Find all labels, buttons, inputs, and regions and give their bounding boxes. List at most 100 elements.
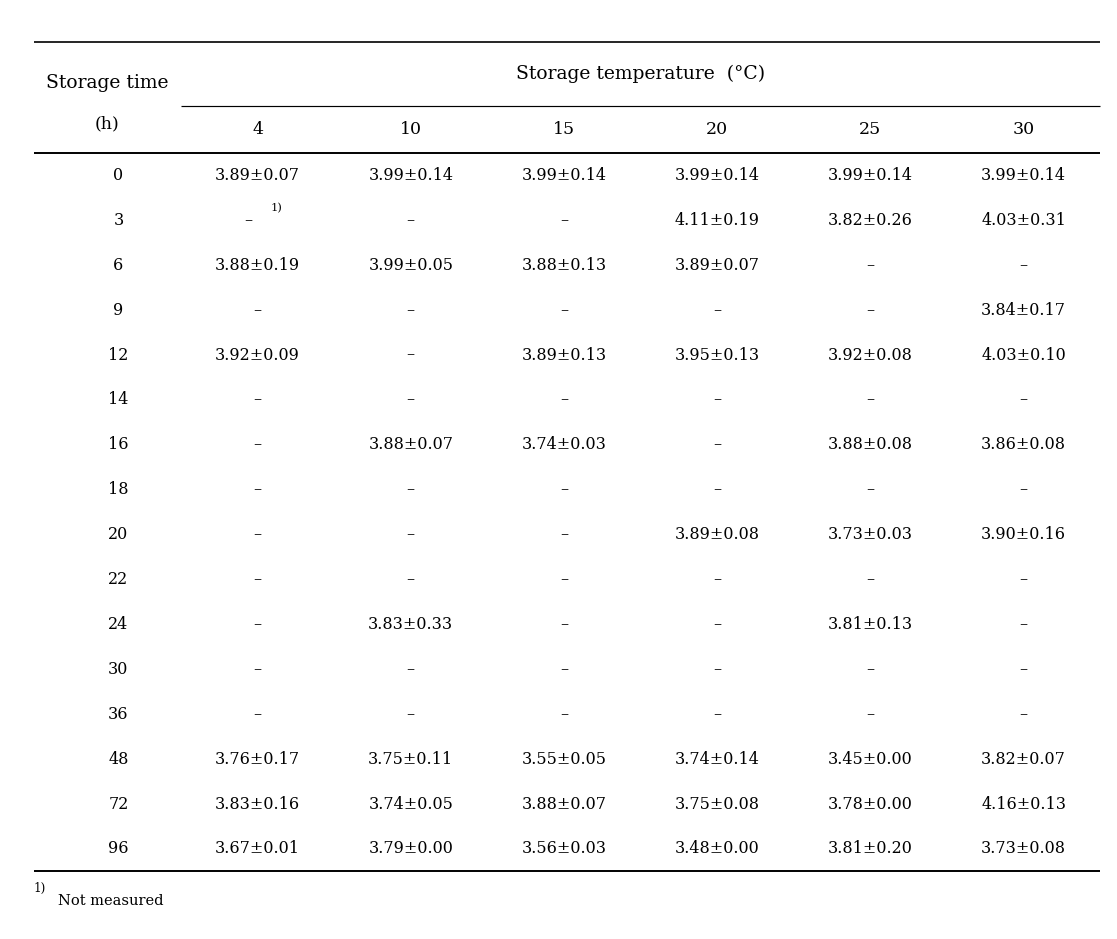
Text: 1): 1) xyxy=(34,882,46,895)
Text: –: – xyxy=(713,661,722,678)
Text: 3.48±0.00: 3.48±0.00 xyxy=(675,840,760,857)
Text: 3.74±0.14: 3.74±0.14 xyxy=(675,750,760,768)
Text: 3.99±0.14: 3.99±0.14 xyxy=(828,167,913,184)
Text: –: – xyxy=(713,706,722,723)
Text: –: – xyxy=(560,392,569,408)
Text: –: – xyxy=(1020,616,1028,633)
Text: 3.74±0.05: 3.74±0.05 xyxy=(369,795,454,812)
Text: 18: 18 xyxy=(108,482,128,499)
Text: 30: 30 xyxy=(1013,121,1034,138)
Text: 3.88±0.19: 3.88±0.19 xyxy=(214,256,300,274)
Text: –: – xyxy=(1020,256,1028,274)
Text: Not measured: Not measured xyxy=(58,895,163,908)
Text: 4.03±0.10: 4.03±0.10 xyxy=(981,346,1066,363)
Text: 3.99±0.14: 3.99±0.14 xyxy=(369,167,454,184)
Text: 4: 4 xyxy=(252,121,264,138)
Text: –: – xyxy=(713,437,722,454)
Text: –: – xyxy=(245,212,252,229)
Text: –: – xyxy=(867,706,875,723)
Text: 3.99±0.14: 3.99±0.14 xyxy=(675,167,760,184)
Text: –: – xyxy=(407,392,414,408)
Text: 3.89±0.07: 3.89±0.07 xyxy=(216,167,300,184)
Text: –: – xyxy=(560,212,569,229)
Text: 3.99±0.14: 3.99±0.14 xyxy=(522,167,607,184)
Text: 6: 6 xyxy=(113,256,124,274)
Text: –: – xyxy=(254,526,261,543)
Text: –: – xyxy=(713,301,722,318)
Text: Storage time: Storage time xyxy=(46,73,169,92)
Text: 72: 72 xyxy=(108,795,128,812)
Text: 3.88±0.07: 3.88±0.07 xyxy=(369,437,454,454)
Text: –: – xyxy=(254,301,261,318)
Text: 3.82±0.07: 3.82±0.07 xyxy=(981,750,1066,768)
Text: –: – xyxy=(560,526,569,543)
Text: –: – xyxy=(1020,392,1028,408)
Text: 16: 16 xyxy=(108,437,128,454)
Text: 20: 20 xyxy=(108,526,128,543)
Text: 3.79±0.00: 3.79±0.00 xyxy=(369,840,454,857)
Text: 22: 22 xyxy=(108,571,128,588)
Text: –: – xyxy=(407,482,414,499)
Text: 3.81±0.20: 3.81±0.20 xyxy=(828,840,913,857)
Text: 3.90±0.16: 3.90±0.16 xyxy=(981,526,1066,543)
Text: 3.45±0.00: 3.45±0.00 xyxy=(828,750,913,768)
Text: –: – xyxy=(867,392,875,408)
Text: 36: 36 xyxy=(108,706,128,723)
Text: 4.11±0.19: 4.11±0.19 xyxy=(675,212,760,229)
Text: 10: 10 xyxy=(400,121,422,138)
Text: 3: 3 xyxy=(113,212,124,229)
Text: 24: 24 xyxy=(108,616,128,633)
Text: 3.92±0.08: 3.92±0.08 xyxy=(828,346,913,363)
Text: 3.78±0.00: 3.78±0.00 xyxy=(828,795,913,812)
Text: 3.82±0.26: 3.82±0.26 xyxy=(828,212,913,229)
Text: 3.73±0.03: 3.73±0.03 xyxy=(828,526,913,543)
Text: 4.03±0.31: 4.03±0.31 xyxy=(981,212,1066,229)
Text: –: – xyxy=(560,661,569,678)
Text: 3.88±0.13: 3.88±0.13 xyxy=(522,256,607,274)
Text: –: – xyxy=(407,346,414,363)
Text: 9: 9 xyxy=(113,301,124,318)
Text: 3.83±0.33: 3.83±0.33 xyxy=(369,616,454,633)
Text: –: – xyxy=(407,212,414,229)
Text: –: – xyxy=(254,392,261,408)
Text: (h): (h) xyxy=(95,115,120,132)
Text: 1): 1) xyxy=(271,203,283,213)
Text: –: – xyxy=(254,437,261,454)
Text: 20: 20 xyxy=(706,121,728,138)
Text: 3.81±0.13: 3.81±0.13 xyxy=(828,616,913,633)
Text: 25: 25 xyxy=(859,121,881,138)
Text: 15: 15 xyxy=(553,121,575,138)
Text: 12: 12 xyxy=(108,346,128,363)
Text: –: – xyxy=(713,482,722,499)
Text: 3.74±0.03: 3.74±0.03 xyxy=(522,437,607,454)
Text: 3.92±0.09: 3.92±0.09 xyxy=(216,346,300,363)
Text: –: – xyxy=(254,571,261,588)
Text: –: – xyxy=(1020,571,1028,588)
Text: –: – xyxy=(867,256,875,274)
Text: –: – xyxy=(254,482,261,499)
Text: 3.89±0.08: 3.89±0.08 xyxy=(675,526,760,543)
Text: 96: 96 xyxy=(108,840,128,857)
Text: 3.88±0.07: 3.88±0.07 xyxy=(522,795,607,812)
Text: –: – xyxy=(254,661,261,678)
Text: –: – xyxy=(713,616,722,633)
Text: –: – xyxy=(254,706,261,723)
Text: 3.83±0.16: 3.83±0.16 xyxy=(214,795,300,812)
Text: 3.75±0.11: 3.75±0.11 xyxy=(369,750,454,768)
Text: 3.88±0.08: 3.88±0.08 xyxy=(828,437,913,454)
Text: 0: 0 xyxy=(113,167,124,184)
Text: –: – xyxy=(713,392,722,408)
Text: –: – xyxy=(867,661,875,678)
Text: –: – xyxy=(407,571,414,588)
Text: –: – xyxy=(867,482,875,499)
Text: –: – xyxy=(1020,661,1028,678)
Text: 3.99±0.14: 3.99±0.14 xyxy=(981,167,1066,184)
Text: 4.16±0.13: 4.16±0.13 xyxy=(981,795,1066,812)
Text: 3.73±0.08: 3.73±0.08 xyxy=(981,840,1066,857)
Text: –: – xyxy=(560,482,569,499)
Text: 3.95±0.13: 3.95±0.13 xyxy=(675,346,760,363)
Text: 48: 48 xyxy=(108,750,128,768)
Text: 3.86±0.08: 3.86±0.08 xyxy=(981,437,1066,454)
Text: –: – xyxy=(560,616,569,633)
Text: 3.76±0.17: 3.76±0.17 xyxy=(214,750,300,768)
